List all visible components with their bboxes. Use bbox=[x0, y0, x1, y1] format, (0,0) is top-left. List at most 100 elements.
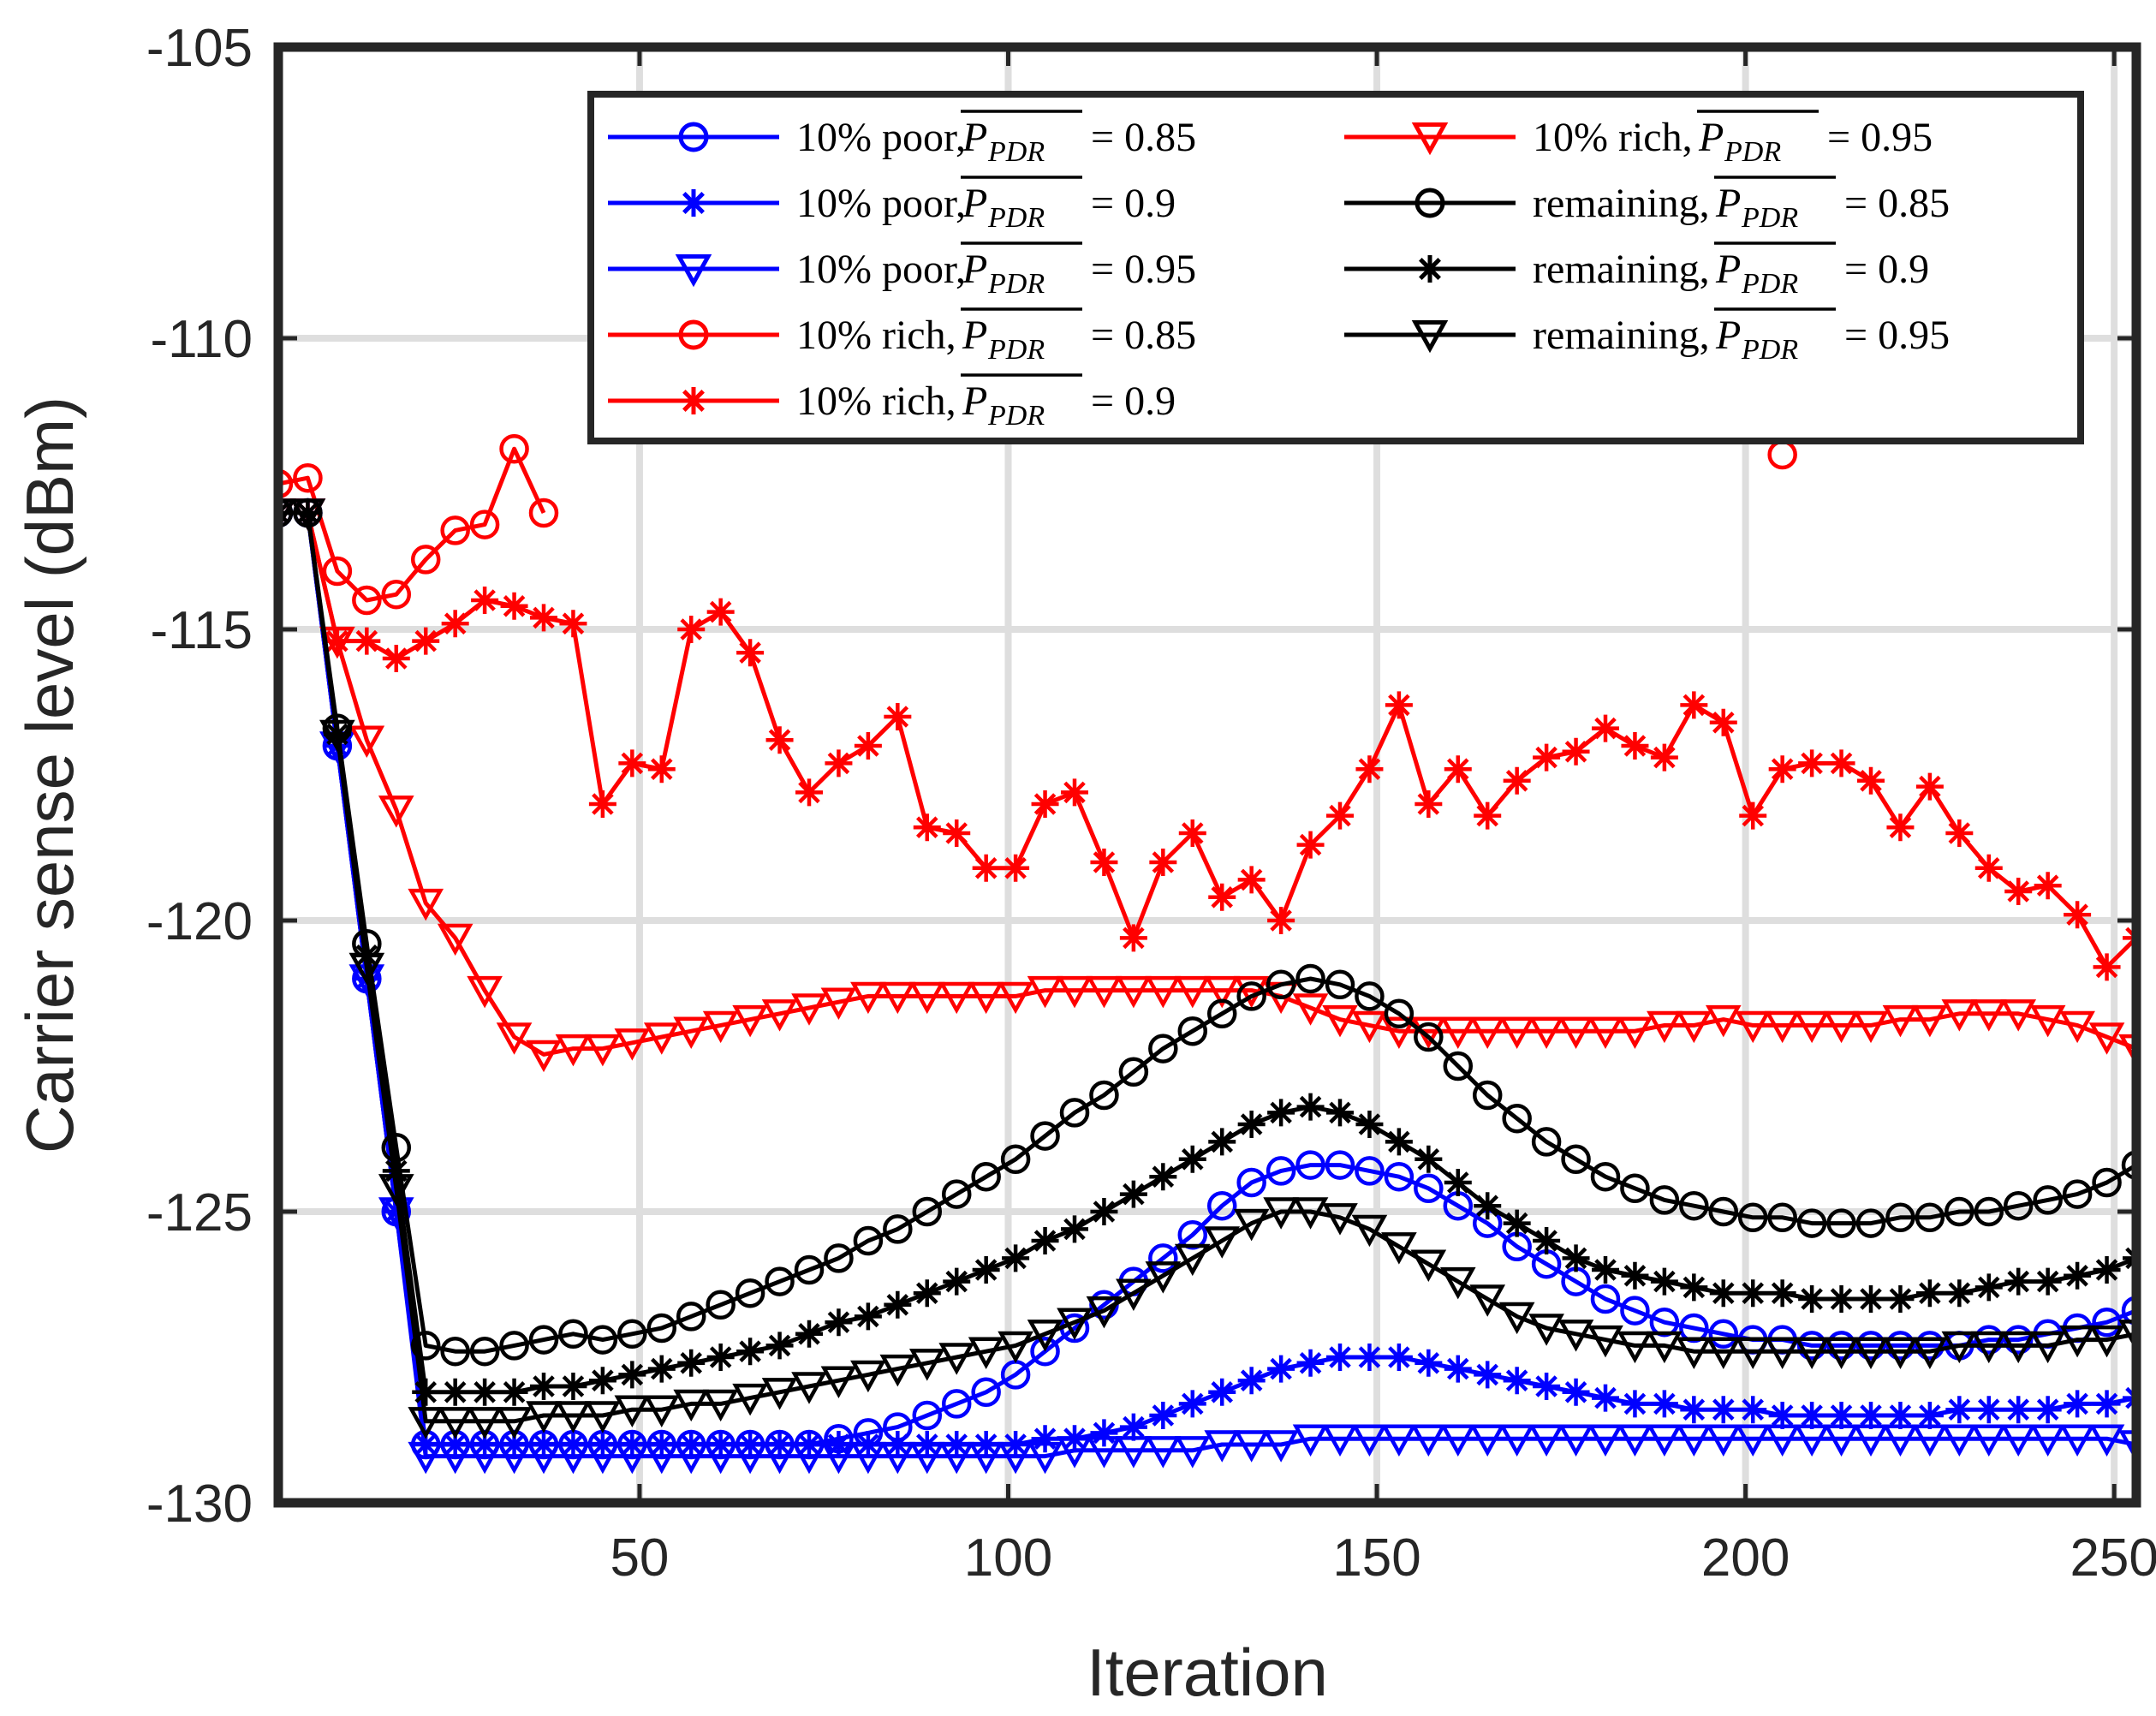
data-point-triangle bbox=[467, 1407, 503, 1439]
data-point-triangle bbox=[643, 1441, 680, 1475]
data-point-asterisk bbox=[943, 1267, 971, 1296]
data-point-asterisk bbox=[2004, 1396, 2033, 1424]
data-point-asterisk bbox=[1237, 1367, 1266, 1395]
data-point-triangle bbox=[1263, 1430, 1299, 1463]
legend-pdr-value: = 0.95 bbox=[1091, 247, 1196, 292]
data-point-asterisk bbox=[1208, 1378, 1236, 1406]
legend-pdr-symbol: P bbox=[1715, 181, 1741, 226]
data-point-asterisk bbox=[1002, 1244, 1030, 1272]
data-point-asterisk bbox=[1031, 790, 1059, 818]
data-point-triangle bbox=[2000, 999, 2037, 1032]
legend-label: 10% poor, bbox=[796, 115, 966, 160]
data-point-asterisk bbox=[1886, 813, 1915, 842]
data-point-triangle bbox=[673, 1389, 710, 1422]
data-point-triangle bbox=[2000, 1331, 2037, 1364]
data-point-asterisk bbox=[1090, 1198, 1118, 1225]
data-point-asterisk bbox=[1945, 1396, 1974, 1424]
data-point-asterisk bbox=[854, 732, 882, 760]
data-point-circle bbox=[2062, 1179, 2093, 1209]
data-point-circle bbox=[971, 1161, 1001, 1192]
legend-label: remaining, bbox=[1533, 247, 1710, 292]
legend-label: remaining, bbox=[1533, 313, 1710, 358]
data-point-triangle bbox=[791, 993, 827, 1026]
data-point-circle bbox=[1089, 1080, 1119, 1111]
data-point-asterisk bbox=[1798, 749, 1826, 778]
data-point-circle bbox=[528, 1325, 559, 1355]
data-point-triangle bbox=[467, 1441, 503, 1475]
data-point-circle bbox=[676, 1302, 706, 1332]
data-point-triangle bbox=[2118, 1034, 2136, 1067]
data-point-triangle bbox=[319, 719, 355, 753]
data-point-circle bbox=[440, 515, 470, 545]
data-point-asterisk bbox=[1533, 743, 1561, 772]
data-point-circle bbox=[1826, 1208, 1856, 1238]
data-point-triangle bbox=[1145, 1436, 1182, 1469]
data-point-triangle bbox=[1439, 1266, 1476, 1300]
data-point-circle bbox=[941, 1389, 972, 1419]
data-point-triangle bbox=[1322, 1004, 1358, 1038]
data-point-triangle bbox=[348, 952, 385, 986]
legend-pdr-value: = 0.9 bbox=[1844, 247, 1929, 292]
series-rich-triangle bbox=[278, 498, 2136, 1073]
legend-pdr-value: = 0.85 bbox=[1091, 115, 1196, 160]
data-point-triangle bbox=[2059, 1424, 2095, 1457]
data-point-triangle bbox=[437, 1407, 473, 1439]
data-point-triangle bbox=[585, 1441, 621, 1475]
data-point-triangle bbox=[850, 1441, 886, 1475]
data-point-asterisk bbox=[1119, 1413, 1147, 1441]
data-point-asterisk bbox=[618, 1361, 646, 1389]
data-point-asterisk bbox=[1002, 854, 1030, 882]
data-point-circle bbox=[912, 1400, 943, 1431]
data-point-triangle bbox=[408, 1407, 444, 1439]
data-point-asterisk bbox=[441, 1378, 469, 1406]
data-point-triangle bbox=[968, 1337, 1004, 1369]
data-point-circle bbox=[1708, 1319, 1739, 1350]
data-point-circle bbox=[1590, 1284, 1621, 1314]
data-point-circle bbox=[1414, 1022, 1444, 1052]
data-point-circle bbox=[1266, 969, 1296, 1000]
data-point-circle bbox=[617, 1319, 647, 1350]
data-point-asterisk bbox=[2093, 953, 2121, 981]
data-point-triangle bbox=[1233, 1430, 1270, 1463]
data-point-asterisk bbox=[1827, 749, 1855, 778]
series-rich-asterisk bbox=[278, 499, 2136, 981]
data-point-triangle bbox=[278, 498, 296, 531]
data-point-asterisk bbox=[1326, 1344, 1354, 1371]
data-point-circle bbox=[1206, 1190, 1237, 1221]
data-point-asterisk bbox=[1355, 755, 1384, 784]
data-point-triangle bbox=[1116, 1278, 1152, 1311]
data-point-circle bbox=[1295, 963, 1325, 994]
series-remaining-triangle bbox=[278, 498, 2136, 1439]
legend-pdr-subscript: PDR bbox=[1741, 202, 1798, 234]
data-point-triangle bbox=[998, 1331, 1033, 1364]
data-point-asterisk bbox=[2093, 1390, 2121, 1418]
y-tick-label: -125 bbox=[146, 1183, 253, 1242]
data-point-triangle bbox=[1381, 1016, 1417, 1049]
data-point-asterisk bbox=[2064, 901, 2092, 929]
data-point-asterisk bbox=[2064, 1261, 2092, 1290]
data-point-asterisk bbox=[1267, 1099, 1295, 1127]
data-point-asterisk bbox=[1709, 1396, 1737, 1424]
data-point-triangle bbox=[2000, 1424, 2037, 1457]
data-point-circle bbox=[1767, 1202, 1797, 1233]
data-point-asterisk bbox=[1592, 1256, 1619, 1284]
legend-item: 10% rich, P PDR = 0.85 bbox=[608, 307, 1196, 366]
data-point-asterisk bbox=[382, 1157, 410, 1185]
legend-pdr-symbol: P bbox=[962, 247, 987, 292]
data-point-triangle bbox=[1469, 1284, 1506, 1317]
legend-pdr-subscript: PDR bbox=[987, 268, 1045, 300]
data-point-asterisk bbox=[1208, 883, 1236, 911]
x-tick-label: 100 bbox=[964, 1528, 1052, 1588]
data-point-asterisk bbox=[1650, 1390, 1678, 1418]
data-point-circle bbox=[1531, 1127, 1562, 1157]
data-point-triangle bbox=[1882, 1337, 1919, 1369]
data-point-circle bbox=[1355, 1156, 1385, 1186]
x-tick-label: 150 bbox=[1332, 1528, 1420, 1588]
series-line bbox=[278, 510, 2136, 1459]
data-point-triangle bbox=[1647, 1424, 1683, 1457]
data-point-circle bbox=[587, 1325, 618, 1355]
data-point-triangle bbox=[319, 626, 355, 659]
data-point-asterisk bbox=[1709, 708, 1737, 736]
data-point-asterisk bbox=[1768, 1402, 1796, 1429]
